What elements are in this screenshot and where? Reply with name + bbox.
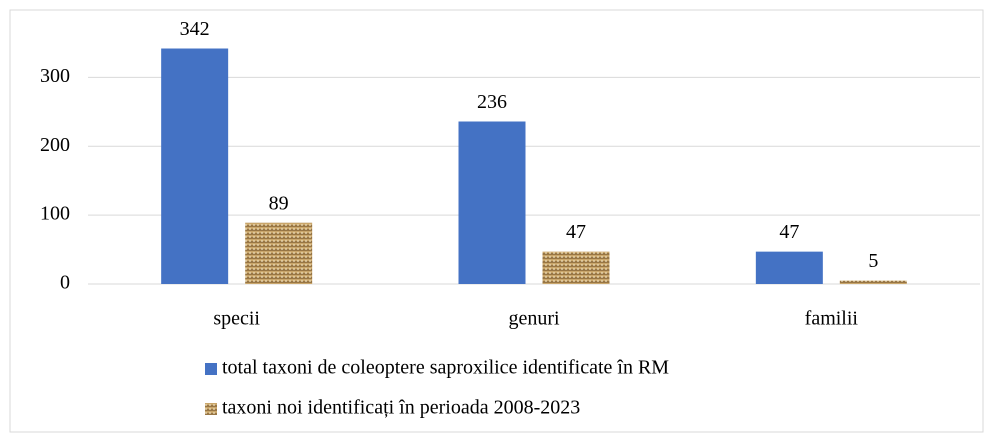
bar (755, 251, 823, 284)
data-label: 236 (477, 91, 507, 113)
y-tick-label: 100 (40, 203, 70, 225)
legend-label: total taxoni de coleoptere saproxilice i… (222, 357, 669, 379)
x-tick-label: specii (213, 308, 260, 330)
y-tick-label: 0 (60, 272, 70, 294)
data-label: 47 (566, 221, 586, 243)
x-tick-label: familii (805, 308, 859, 330)
legend-marker (205, 363, 217, 375)
x-tick-label: genuri (508, 308, 560, 330)
data-label: 47 (779, 221, 799, 243)
y-tick-label: 200 (40, 134, 70, 156)
bar (245, 222, 313, 284)
y-tick-label: 300 (40, 65, 70, 87)
bar (839, 280, 907, 284)
bar (542, 251, 610, 284)
data-label: 5 (868, 250, 878, 272)
data-label: 89 (269, 192, 289, 214)
bar (458, 121, 526, 284)
data-label: 342 (180, 18, 210, 40)
legend-label: taxoni noi identificați în perioada 2008… (222, 397, 580, 419)
legend-marker (205, 403, 217, 415)
bar (161, 48, 229, 284)
